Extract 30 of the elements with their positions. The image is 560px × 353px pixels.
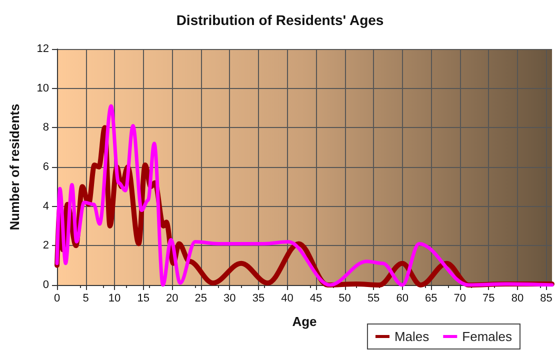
y-tick-label: 12 <box>36 43 49 55</box>
chart-title: Distribution of Residents' Ages <box>176 12 384 28</box>
x-tick-label: 0 <box>54 292 60 304</box>
legend-label: Females <box>462 329 512 344</box>
x-tick-label: 45 <box>310 292 322 304</box>
x-tick-label: 5 <box>82 292 89 304</box>
x-tick-label: 70 <box>454 292 466 304</box>
x-tick-label: 65 <box>425 292 438 304</box>
x-tick-label: 85 <box>540 292 552 304</box>
x-tick-label: 55 <box>367 292 380 304</box>
x-tick-label: 15 <box>137 292 150 304</box>
x-tick-label: 75 <box>482 292 495 304</box>
x-tick-label: 50 <box>338 292 351 304</box>
y-tick-label: 10 <box>36 82 49 94</box>
x-tick-label: 30 <box>224 292 236 304</box>
y-axis-title: Number of residents <box>7 104 22 230</box>
y-tick-label: 0 <box>42 279 49 291</box>
x-tick-label: 25 <box>194 292 208 304</box>
legend-label: Males <box>394 329 430 344</box>
x-axis-title: Age <box>292 314 317 329</box>
x-tick-label: 10 <box>108 292 121 304</box>
y-tick-label: 8 <box>42 122 49 134</box>
y-tick-label: 4 <box>42 200 49 212</box>
y-tick-label: 6 <box>42 161 49 173</box>
y-tick-label: 2 <box>42 240 49 252</box>
x-tick-label: 80 <box>511 292 524 304</box>
x-tick-label: 60 <box>396 292 408 304</box>
x-tick-label: 40 <box>281 292 294 304</box>
x-tick-label: 20 <box>166 292 178 304</box>
x-tick-label: 35 <box>252 292 265 304</box>
